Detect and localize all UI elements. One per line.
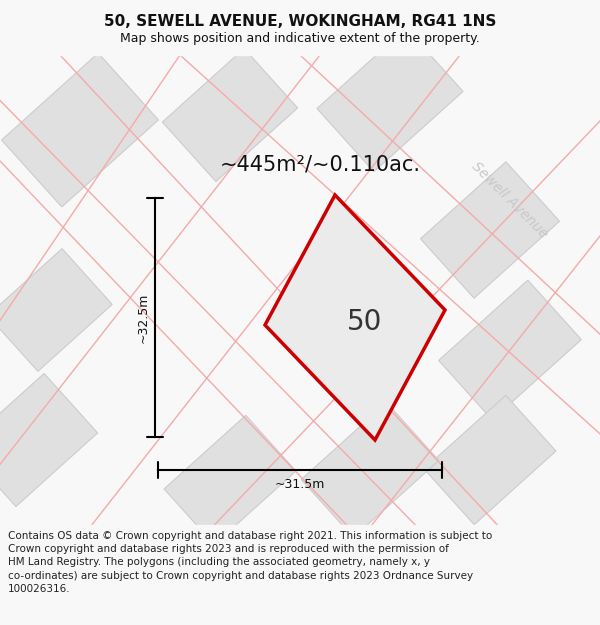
Polygon shape xyxy=(164,416,296,544)
Text: ~32.5m: ~32.5m xyxy=(137,292,150,342)
Text: 50: 50 xyxy=(347,309,383,336)
Polygon shape xyxy=(439,280,581,420)
Bar xyxy=(0,0,600,55)
Polygon shape xyxy=(265,195,445,440)
Polygon shape xyxy=(163,49,298,181)
Text: ~31.5m: ~31.5m xyxy=(275,478,325,491)
Text: ~445m²/~0.110ac.: ~445m²/~0.110ac. xyxy=(220,155,421,175)
Polygon shape xyxy=(0,249,112,371)
Polygon shape xyxy=(301,402,439,538)
Text: 50, SEWELL AVENUE, WOKINGHAM, RG41 1NS: 50, SEWELL AVENUE, WOKINGHAM, RG41 1NS xyxy=(104,14,496,29)
Polygon shape xyxy=(317,28,463,172)
Polygon shape xyxy=(424,396,556,524)
Text: Sewell Avenue: Sewell Avenue xyxy=(469,159,551,241)
Polygon shape xyxy=(2,53,158,207)
Text: Map shows position and indicative extent of the property.: Map shows position and indicative extent… xyxy=(120,32,480,45)
Bar xyxy=(0,525,600,625)
Text: Contains OS data © Crown copyright and database right 2021. This information is : Contains OS data © Crown copyright and d… xyxy=(8,531,492,594)
Polygon shape xyxy=(421,162,559,298)
Polygon shape xyxy=(0,374,98,506)
